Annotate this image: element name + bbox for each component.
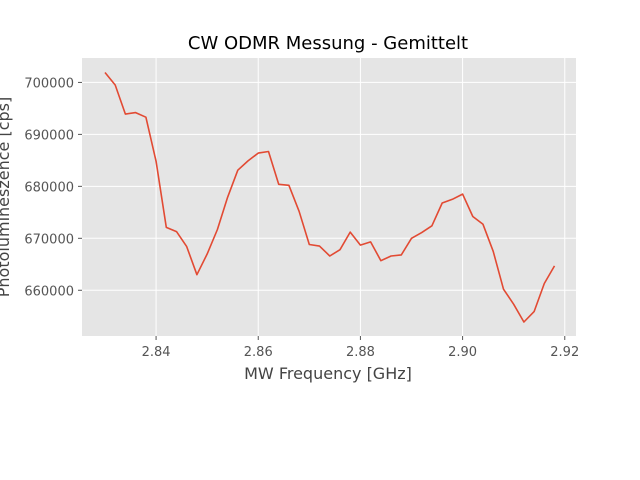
y-tick-label: 660000 [24,284,74,299]
series-group [104,71,556,323]
chart-title: CW ODMR Messung - Gemittelt [188,33,468,54]
y-tick-label: 690000 [24,128,74,143]
x-tick-label: 2.84 [142,345,171,360]
grid [82,58,576,336]
x-tick-label: 2.86 [244,345,273,360]
x-axis-label: MW Frequency [GHz] [244,364,412,383]
y-axis-label: Photolumineszence [cps] [0,97,13,297]
axis-ticks: 2.84 2.86 2.88 2.90 2.92 660000 670000 680000 69… [24,76,579,360]
x-tick-label: 2.90 [448,345,477,360]
x-tick-label: 2.88 [346,345,375,360]
y-tick-label: 670000 [24,232,74,247]
x-tick-label: 2.92 [550,345,579,360]
y-tick-label: 680000 [24,180,74,195]
y-tick-label: 700000 [24,76,74,91]
plot-area [82,58,576,336]
series-line [104,71,556,323]
